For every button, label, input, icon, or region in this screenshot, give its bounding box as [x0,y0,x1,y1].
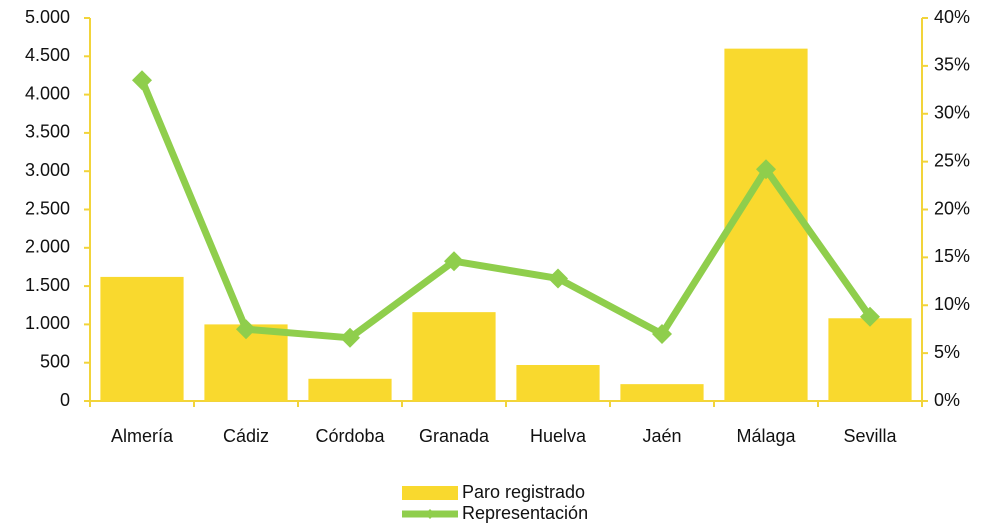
x-tick-label: Málaga [736,426,796,446]
line [138,78,873,342]
y-tick-label: 1.500 [25,275,70,295]
y2-tick-label: 30% [934,103,970,123]
marker [340,327,360,348]
y-tick-label: 1.000 [25,313,70,333]
legend-label: Representación [462,503,588,523]
y-tick-label: 500 [40,351,70,371]
y2-tick-label: 0% [934,390,960,410]
marker [236,319,256,340]
y2-tick-label: 25% [934,150,970,170]
bar [828,318,912,401]
y2-tick-label: 5% [934,342,960,362]
marker [548,268,568,289]
marker [132,70,152,91]
y2-tick-label: 35% [934,55,970,75]
marker [860,306,880,327]
y-tick-label: 4.500 [25,45,70,65]
y2-tick-label: 20% [934,198,970,218]
y2-tick-label: 40% [934,7,970,27]
bar [620,384,704,401]
bar [724,48,808,401]
y2-tick-label: 10% [934,294,970,314]
y-tick-label: 4.000 [25,83,70,103]
marker [652,323,672,344]
legend-swatch [402,486,458,500]
y-tick-label: 3.000 [25,160,70,180]
x-tick-label: Almería [111,426,174,446]
bar [308,378,392,401]
x-tick-label: Córdoba [315,426,385,446]
marker [756,159,776,180]
x-tick-label: Granada [419,426,490,446]
marker [444,251,464,272]
y-tick-label: 0 [60,390,70,410]
legend-marker [425,509,435,519]
bar [412,312,496,401]
y2-tick-label: 15% [934,246,970,266]
y-tick-label: 3.500 [25,122,70,142]
x-tick-label: Huelva [530,426,587,446]
bar [100,276,184,401]
legend-label: Paro registrado [462,482,585,502]
y-tick-label: 2.000 [25,237,70,257]
bar [516,364,600,401]
y-tick-label: 5.000 [25,7,70,27]
y-tick-label: 2.500 [25,198,70,218]
x-tick-label: Jaén [642,426,681,446]
x-tick-label: Cádiz [223,426,269,446]
x-tick-label: Sevilla [843,426,897,446]
